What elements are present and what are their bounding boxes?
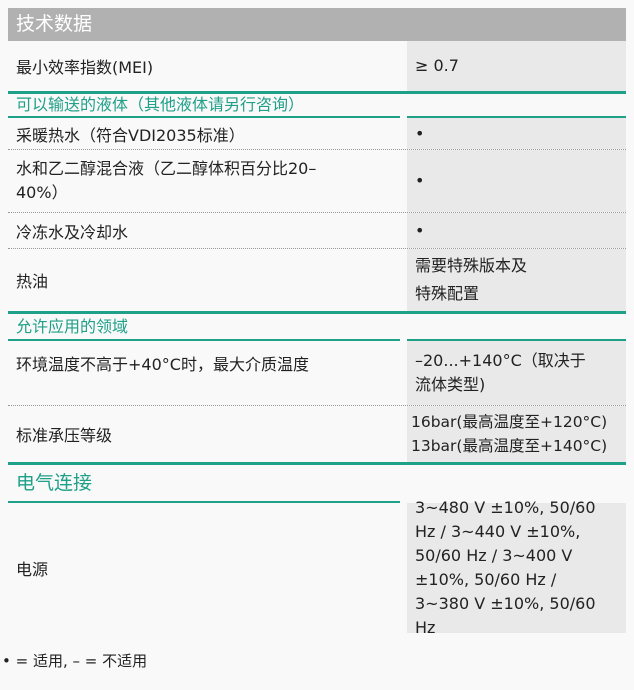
tech-data-table: 技术数据 最小效率指数(MEI) ≥ 0.7 可以输送的液体（其他液体请另行咨询…	[8, 8, 626, 637]
row-label: 环境温度不高于+40°C时，最大介质温度	[16, 355, 309, 374]
row-label: 热油	[16, 272, 49, 291]
row-value: •	[407, 118, 626, 149]
table-row: 热油 需要特殊版本及特殊配置	[8, 249, 626, 314]
row-value: •	[407, 150, 626, 212]
section-title: 可以输送的液体（其他液体请另行咨询）	[8, 94, 400, 118]
section-title: 电气连接	[8, 465, 400, 503]
table-row: 冷冻水及冷却水 •	[8, 213, 626, 249]
footnote: • = 适用, – = 不适用	[2, 652, 148, 670]
table-row: 标准承压等级 16bar(最高温度至+120°C) 13bar(最高温度至+14…	[8, 406, 626, 465]
row-label: 最小效率指数(MEI)	[16, 58, 154, 77]
table-row: 电源 3~480 V ±10%, 50/60 Hz / 3~440 V ±10%…	[8, 498, 626, 637]
section-header: 允许应用的领域	[8, 314, 626, 341]
row-value: 16bar(最高温度至+120°C) 13bar(最高温度至+140°C)	[407, 406, 626, 462]
section-header: 电气连接	[8, 465, 626, 503]
row-value: ≥ 0.7	[407, 41, 626, 91]
row-value: 需要特殊版本及特殊配置	[407, 249, 626, 311]
row-value: •	[407, 213, 626, 248]
table-row: 水和乙二醇混合液（乙二醇体积百分比20–40%） •	[8, 150, 626, 213]
row-label: 电源	[16, 560, 49, 579]
row-label: 冷冻水及冷却水	[16, 222, 129, 242]
table-row: 环境温度不高于+40°C时，最大介质温度 –20...+140°C（取决于流体类…	[8, 341, 626, 406]
section-title: 允许应用的领域	[8, 314, 400, 341]
row-label: 水和乙二醇混合液（乙二醇体积百分比20–40%）	[16, 159, 317, 202]
row-label: 采暖热水（符合VDI2035标准）	[16, 125, 245, 145]
row-value: 3~480 V ±10%, 50/60 Hz / 3~440 V ±10%, 5…	[407, 498, 626, 637]
section-header: 可以输送的液体（其他液体请另行咨询）	[8, 94, 626, 118]
row-value: –20...+140°C（取决于流体类型)	[407, 341, 626, 405]
table-row: 采暖热水（符合VDI2035标准） •	[8, 118, 626, 150]
row-label: 标准承压等级	[16, 426, 113, 445]
table-title: 技术数据	[8, 8, 626, 41]
table-row: 最小效率指数(MEI) ≥ 0.7	[8, 41, 626, 94]
